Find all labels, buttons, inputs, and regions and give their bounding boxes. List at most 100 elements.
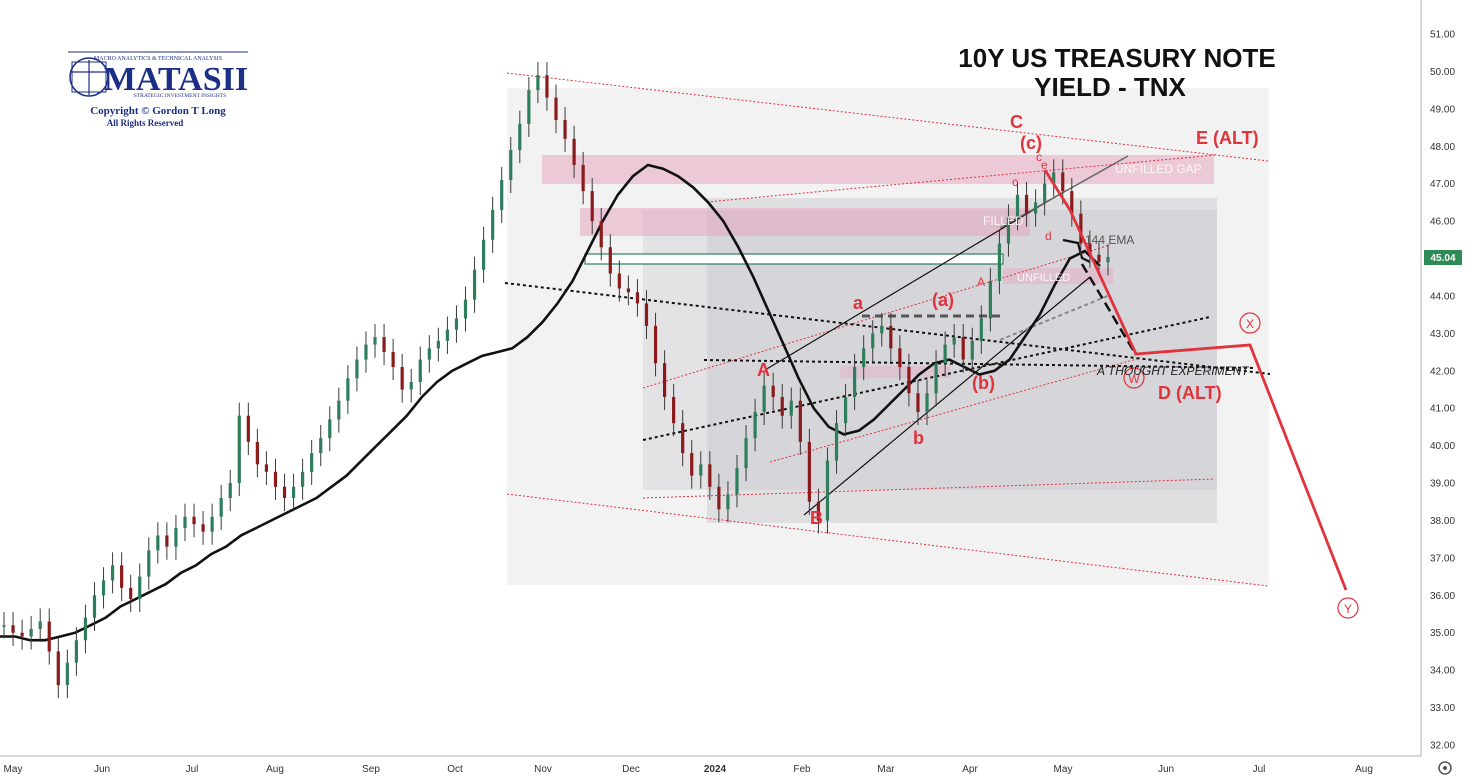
price-candle bbox=[11, 625, 15, 633]
plot-area bbox=[0, 0, 1420, 756]
price-candle bbox=[662, 363, 667, 397]
y-tick-label: 49.00 bbox=[1430, 104, 1455, 115]
price-candle bbox=[581, 164, 585, 192]
price-candle bbox=[880, 325, 884, 334]
price-candle bbox=[644, 303, 649, 326]
price-candle bbox=[1106, 257, 1110, 263]
gray-upper-line bbox=[999, 155, 1129, 229]
y-tick-label: 47.00 bbox=[1430, 179, 1455, 190]
price-candle bbox=[237, 415, 241, 484]
price-candle bbox=[201, 524, 205, 532]
ema-label: 144 EMA bbox=[1085, 233, 1134, 247]
price-candle bbox=[445, 329, 450, 341]
thought-experiment-label: A THOUGHT EXPERIMENT bbox=[1096, 364, 1250, 378]
wave-c-small-label: c bbox=[1036, 150, 1042, 164]
price-candle bbox=[291, 486, 296, 499]
wave-Y-label: Y bbox=[1344, 602, 1352, 616]
price-candle bbox=[527, 90, 531, 124]
matasii-logo: MACRO ANALYTICS & TECHNICAL ANALYSIS MAT… bbox=[66, 50, 248, 128]
price-candle bbox=[925, 393, 929, 412]
price-candle bbox=[138, 576, 142, 600]
y-tick-label: 36.00 bbox=[1430, 591, 1455, 602]
y-tick-label: 43.00 bbox=[1430, 329, 1455, 340]
x-tick-label: Apr bbox=[962, 764, 978, 775]
logo-name: MATASII bbox=[104, 61, 248, 98]
price-candle bbox=[853, 367, 857, 397]
price-candle bbox=[572, 138, 576, 165]
price-candle bbox=[889, 325, 893, 349]
price-candle bbox=[472, 269, 477, 300]
x-tick-label: Jun bbox=[1158, 764, 1174, 775]
price-candle bbox=[409, 382, 413, 390]
y-tick-label: 46.00 bbox=[1430, 217, 1455, 228]
price-candle bbox=[825, 460, 830, 521]
price-candle bbox=[789, 400, 793, 416]
y-tick-label: 34.00 bbox=[1430, 666, 1455, 677]
y-tick-label: 37.00 bbox=[1430, 553, 1455, 564]
price-candle bbox=[210, 516, 214, 532]
price-candle bbox=[780, 396, 784, 416]
gear-icon[interactable] bbox=[1438, 761, 1452, 775]
logo-rights: All Rights Reserved bbox=[107, 118, 184, 128]
rising-dotted-trend bbox=[642, 316, 1211, 441]
wave-D-alt-label: D (ALT) bbox=[1158, 383, 1222, 403]
price-candle bbox=[807, 441, 811, 502]
price-candle bbox=[56, 651, 60, 686]
price-candle bbox=[382, 337, 386, 353]
price-candle bbox=[871, 333, 875, 349]
price-candle bbox=[690, 453, 694, 476]
x-tick-label: Nov bbox=[534, 764, 552, 775]
price-candle bbox=[943, 344, 947, 364]
price-candle bbox=[979, 318, 983, 341]
price-candle bbox=[29, 628, 33, 637]
price-candle bbox=[400, 367, 404, 390]
price-candle bbox=[916, 393, 920, 412]
price-candle bbox=[20, 632, 24, 637]
price-candle bbox=[355, 359, 359, 379]
price-candle bbox=[961, 337, 965, 360]
inner-lower-red bbox=[642, 478, 1216, 499]
price-candle bbox=[617, 273, 621, 289]
price-candle bbox=[834, 423, 839, 461]
price-candle bbox=[744, 438, 748, 469]
wave-C-label: C bbox=[1010, 112, 1023, 132]
vitruvian-icon bbox=[69, 57, 109, 97]
gray-dash-line bbox=[999, 294, 1111, 341]
price-candle bbox=[898, 348, 902, 368]
price-candle bbox=[762, 385, 766, 412]
price-candle bbox=[110, 565, 115, 581]
chart-title-line1: 10Y US TREASURY NOTE bbox=[958, 43, 1275, 73]
title-line1: 10Y US TREASURY NOTE bbox=[958, 43, 1275, 73]
price-candle bbox=[590, 191, 594, 222]
wave-e-small-label: e bbox=[1041, 158, 1048, 172]
wave-a-paren-label: (a) bbox=[932, 290, 954, 310]
price-candle bbox=[753, 411, 757, 439]
price-candle bbox=[1006, 217, 1011, 244]
price-candle bbox=[717, 486, 721, 510]
price-candle bbox=[129, 587, 133, 600]
x-tick-label: Jul bbox=[186, 764, 199, 775]
x-tick-label: Jun bbox=[94, 764, 110, 775]
price-candle bbox=[635, 292, 640, 304]
price-candle bbox=[1034, 202, 1038, 214]
unfilled-gap-zone bbox=[542, 155, 1214, 184]
price-candle bbox=[545, 75, 549, 98]
ema-box bbox=[1062, 238, 1091, 263]
wave-X-label: X bbox=[1246, 317, 1254, 331]
price-candle bbox=[165, 535, 169, 547]
wave-A-small: A bbox=[977, 275, 985, 289]
price-candle bbox=[310, 453, 314, 472]
price-candle bbox=[101, 580, 106, 596]
y-tick-label: 39.00 bbox=[1430, 479, 1455, 490]
price-candle bbox=[1097, 254, 1101, 263]
price-candle bbox=[156, 535, 160, 551]
x-tick-label: Feb bbox=[793, 764, 811, 775]
price-candle bbox=[47, 621, 51, 652]
wave-W-circle bbox=[1123, 367, 1145, 389]
logo-tagline: MACRO ANALYTICS & TECHNICAL ANALYSIS bbox=[94, 56, 222, 62]
price-candle bbox=[554, 97, 558, 121]
price-badge-text: 45.04 bbox=[1430, 253, 1455, 264]
wave-E-alt-label: E (ALT) bbox=[1196, 128, 1259, 148]
price-candle bbox=[183, 516, 187, 528]
price-candle bbox=[653, 325, 658, 364]
